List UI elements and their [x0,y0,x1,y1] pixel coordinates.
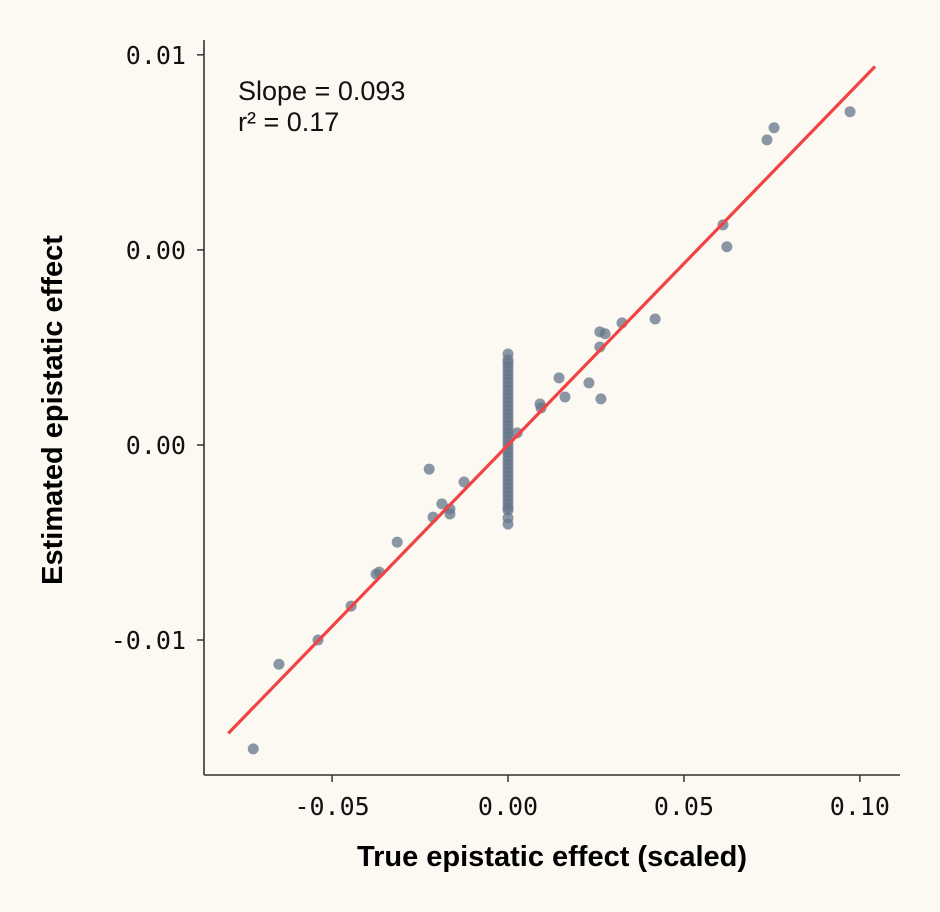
x-tick-label: 0.10 [830,792,890,821]
data-point [511,427,523,439]
x-tick-label: 0.00 [478,792,538,821]
data-point [247,743,259,755]
data-point [423,463,435,475]
data-point [535,402,547,414]
data-point [583,377,595,389]
data-point [444,508,456,520]
data-point [559,391,571,403]
data-points [247,106,856,755]
data-point [458,476,470,488]
y-ticks: 0.01 0.00 0.00 -0.01 [111,41,204,655]
y-axis-label: Estimated epistatic effect [37,235,69,585]
data-point [761,134,773,146]
y-tick-label: 0.00 [126,431,186,460]
data-point [595,393,607,405]
y-tick-label: 0.01 [126,41,186,70]
y-tick-label: -0.01 [111,626,186,655]
data-point [594,341,606,353]
x-ticks: -0.05 0.00 0.05 0.10 [294,775,890,821]
annotation-slope: Slope = 0.093 [238,76,405,106]
data-point [599,328,611,340]
data-point [649,313,661,325]
data-point [436,498,448,510]
x-axis-label: True epistatic effect (scaled) [357,841,747,873]
x-tick-label: -0.05 [294,792,369,821]
data-point [768,122,780,134]
data-point [844,106,856,118]
data-point [273,658,285,670]
fit-line [227,65,877,735]
data-point [391,536,403,548]
y-tick-label: 0.00 [126,236,186,265]
data-point [721,241,733,253]
annotation-r2: r² = 0.17 [238,107,339,137]
data-point [553,372,565,384]
x-tick-label: 0.05 [654,792,714,821]
data-point [502,504,514,516]
data-point [502,518,514,530]
